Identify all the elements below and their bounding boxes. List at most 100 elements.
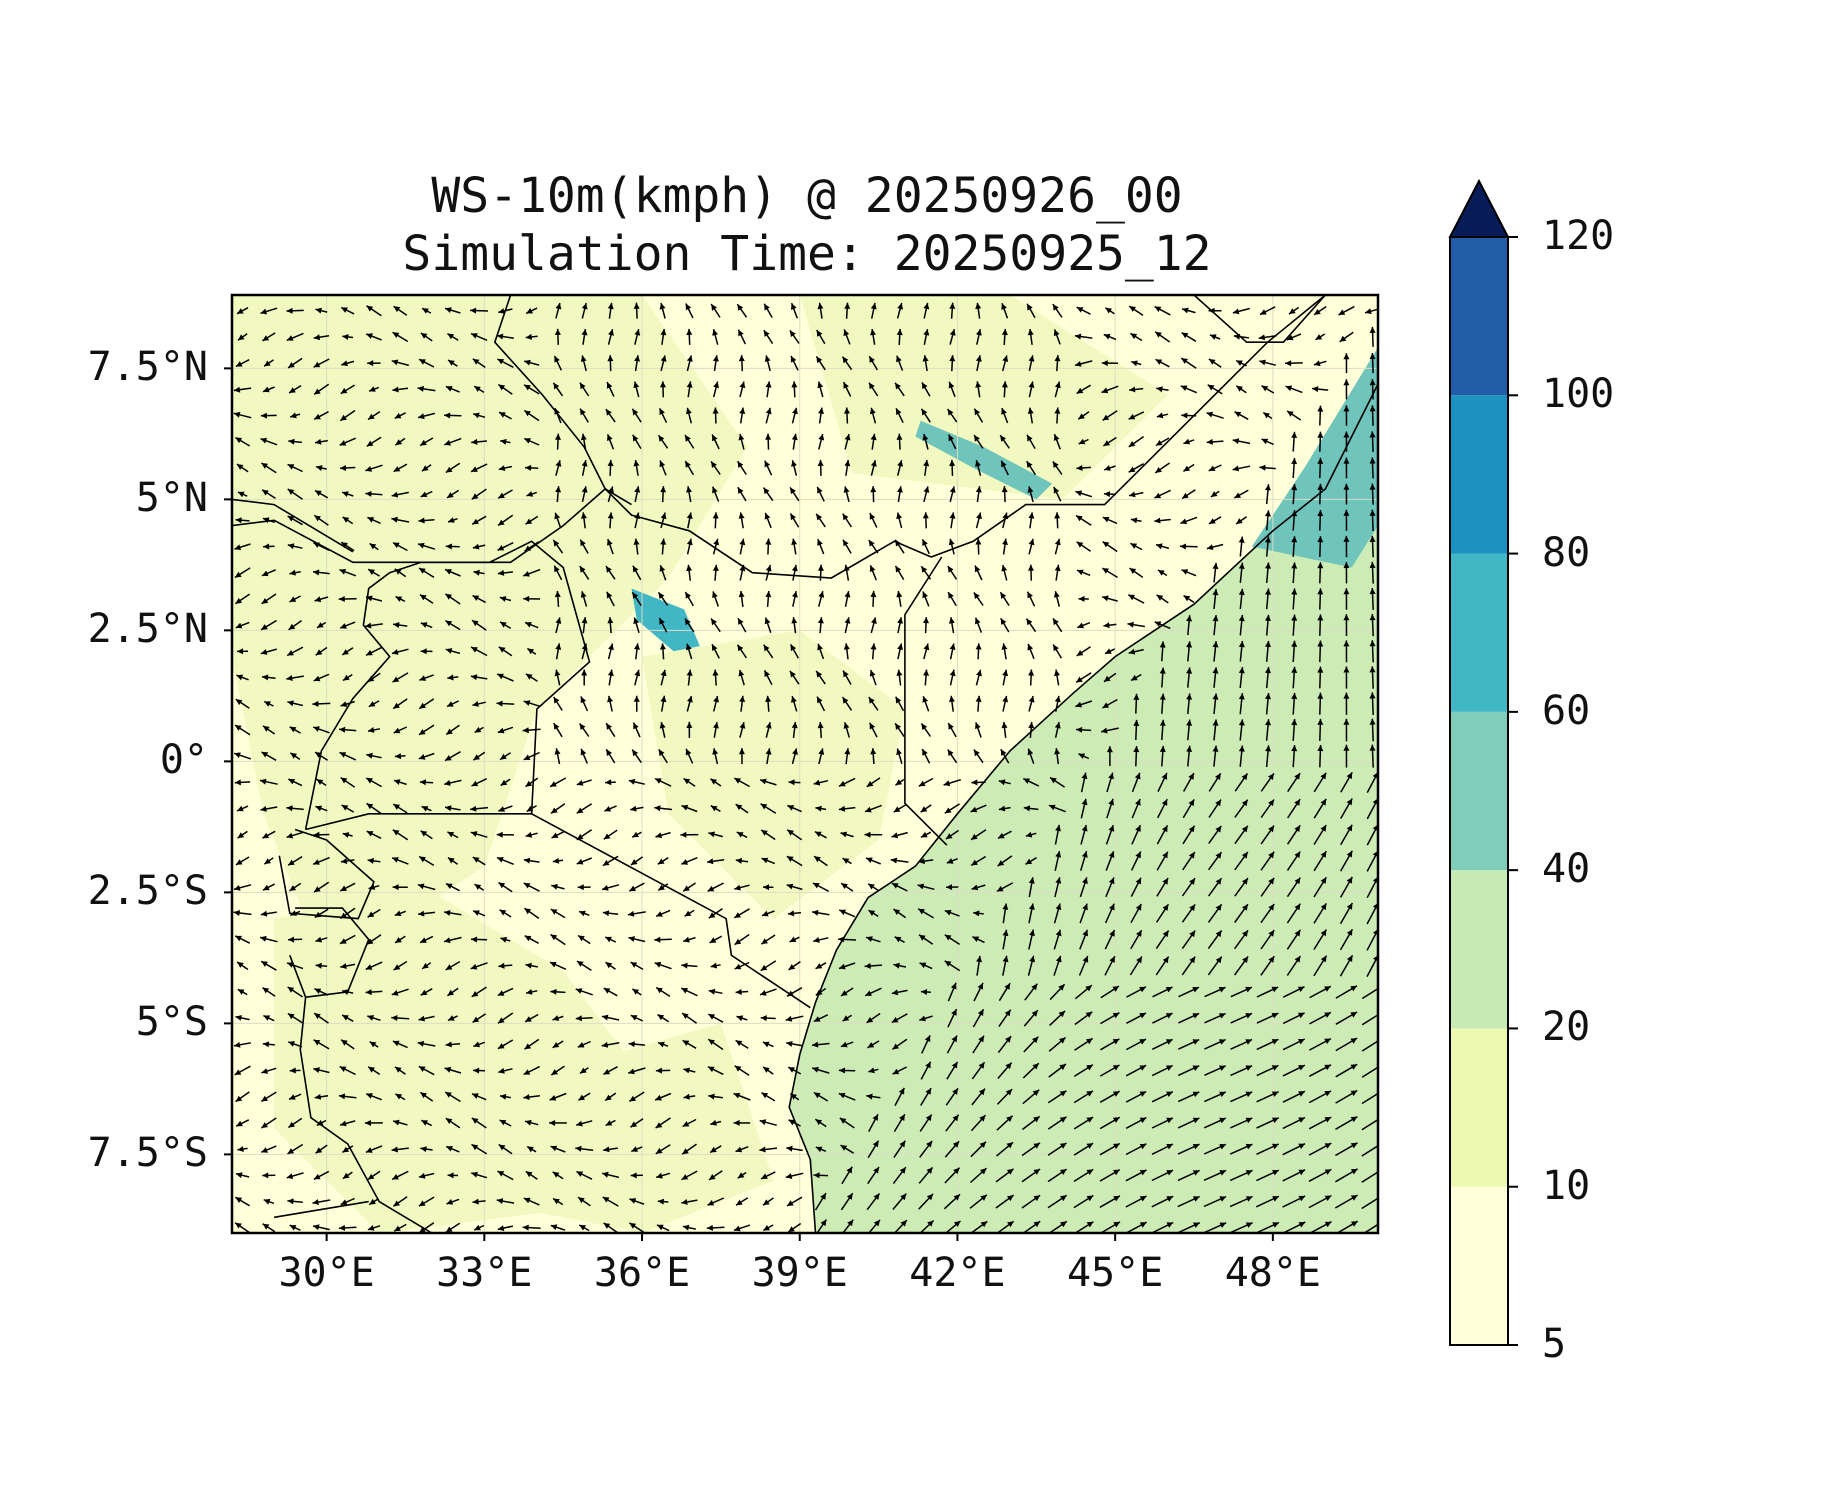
- wind-arrow: [1291, 562, 1298, 584]
- wind-arrow: [655, 1117, 671, 1129]
- wind-arrow: [340, 541, 355, 552]
- wind-arrow: [392, 672, 409, 683]
- wind-arrow: [760, 803, 777, 814]
- wind-arrow: [417, 1040, 436, 1047]
- wind-arrow: [971, 1088, 986, 1106]
- wind-arrow: [496, 700, 515, 707]
- wind-arrow: [1103, 333, 1117, 341]
- wind-arrow: [1186, 641, 1193, 662]
- wind-arrow: [896, 748, 903, 765]
- wind-arrow: [1261, 438, 1275, 446]
- wind-arrow: [1181, 569, 1197, 577]
- wind-arrow: [1131, 798, 1141, 819]
- wind-arrow: [1106, 746, 1113, 767]
- wind-arrow: [1309, 1011, 1332, 1025]
- wind-arrow: [1369, 535, 1376, 558]
- wind-arrow: [817, 459, 824, 476]
- wind-arrow: [262, 386, 275, 393]
- wind-arrow: [340, 858, 355, 864]
- wind-arrow: [446, 700, 459, 708]
- wind-arrow: [790, 355, 799, 371]
- wind-arrow: [1260, 851, 1275, 871]
- wind-arrow: [391, 648, 409, 655]
- wind-arrow: [313, 1067, 330, 1074]
- wind-arrow: [1312, 386, 1329, 393]
- wind-arrow: [447, 332, 459, 341]
- wind-arrow: [842, 857, 852, 865]
- wind-arrow: [367, 516, 381, 524]
- wind-arrow: [1073, 1142, 1094, 1156]
- wind-arrow: [657, 1041, 669, 1048]
- wind-arrow: [707, 1038, 724, 1051]
- wind-arrow: [944, 803, 960, 814]
- wind-arrow: [369, 1040, 379, 1048]
- wind-arrow: [364, 1120, 383, 1126]
- wind-arrow: [841, 696, 853, 711]
- wind-arrow: [287, 1198, 303, 1205]
- wind-arrow: [315, 307, 328, 314]
- wind-arrow: [739, 695, 746, 712]
- wind-arrow: [738, 433, 745, 450]
- wind-arrow: [234, 724, 251, 736]
- wind-arrow: [605, 565, 616, 580]
- wind-arrow: [765, 407, 772, 424]
- wind-arrow: [735, 1145, 749, 1153]
- colorbar-tick-label: 10: [1542, 1162, 1591, 1209]
- wind-arrow: [498, 1143, 513, 1155]
- wind-arrow: [998, 805, 1011, 812]
- wind-arrow: [947, 591, 957, 607]
- wind-arrow: [1366, 797, 1378, 820]
- wind-arrow: [817, 564, 824, 581]
- wind-arrow: [470, 674, 488, 681]
- wind-arrow: [499, 1093, 511, 1100]
- wind-arrow: [1282, 1038, 1306, 1051]
- wind-arrow: [576, 829, 593, 841]
- wind-arrow: [761, 910, 775, 917]
- wind-arrow: [1309, 1037, 1332, 1051]
- wind-arrow: [1054, 748, 1061, 765]
- land-patch-0: [232, 295, 748, 971]
- wind-arrow: [420, 622, 433, 629]
- wind-arrow: [892, 1166, 907, 1185]
- wind-arrow: [1317, 718, 1324, 742]
- wind-arrow: [1079, 929, 1089, 950]
- wind-arrow: [655, 909, 671, 917]
- wind-arrow: [1073, 1194, 1094, 1209]
- wind-arrow: [709, 778, 722, 787]
- wind-arrow: [1002, 929, 1009, 950]
- wind-arrow: [1339, 928, 1354, 951]
- wind-arrow: [313, 1170, 330, 1180]
- wind-arrow: [708, 988, 723, 995]
- wind-arrow: [339, 907, 356, 920]
- wind-arrow: [606, 381, 615, 397]
- wind-arrow: [235, 517, 250, 524]
- wind-arrow: [237, 333, 248, 341]
- wind-arrow: [711, 643, 720, 659]
- wind-arrow: [367, 1170, 381, 1181]
- wind-arrow: [549, 777, 567, 788]
- wind-arrow: [420, 1119, 433, 1127]
- wind-arrow: [525, 307, 538, 315]
- wind-arrow: [1308, 1090, 1332, 1104]
- wind-arrow: [759, 778, 777, 786]
- wind-arrow: [712, 407, 719, 424]
- wind-arrow: [788, 960, 801, 971]
- wind-arrow: [313, 1039, 330, 1050]
- wind-arrow: [394, 935, 406, 944]
- wind-arrow: [471, 515, 487, 525]
- wind-arrow: [340, 1197, 355, 1206]
- wind-arrow: [1282, 1116, 1306, 1130]
- wind-arrow: [471, 778, 488, 787]
- wind-arrow: [632, 565, 642, 581]
- wind-arrow: [551, 884, 565, 890]
- title-line-2: Simulation Time: 20250925_12: [402, 226, 1212, 282]
- wind-arrow: [471, 1093, 487, 1101]
- wind-arrow: [472, 910, 486, 917]
- wind-arrow: [236, 463, 249, 473]
- wind-arrow: [1054, 877, 1062, 898]
- wind-arrow: [607, 459, 614, 476]
- wind-arrow: [260, 960, 277, 971]
- wind-arrow: [631, 1146, 643, 1153]
- wind-arrow: [1339, 954, 1354, 977]
